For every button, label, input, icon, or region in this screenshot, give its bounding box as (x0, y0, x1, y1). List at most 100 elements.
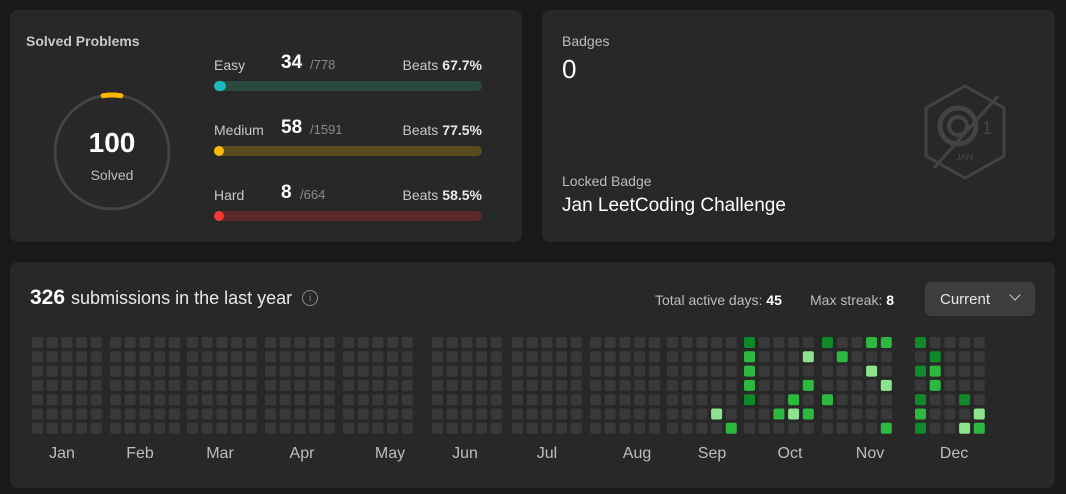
heatmap-cell[interactable] (604, 337, 616, 348)
heatmap-cell[interactable] (231, 379, 243, 391)
heatmap-cell[interactable] (822, 351, 833, 363)
heatmap-cell[interactable] (711, 379, 723, 391)
heatmap-cell[interactable] (387, 351, 399, 363)
period-dropdown[interactable]: Current (925, 282, 1035, 316)
heatmap-cell[interactable] (802, 337, 814, 348)
heatmap-cell[interactable] (667, 365, 678, 377)
heatmap-cell[interactable] (973, 379, 985, 391)
heatmap-cell[interactable] (788, 351, 800, 363)
heatmap-cell[interactable] (590, 422, 601, 434)
heatmap-cell[interactable] (836, 365, 848, 377)
heatmap-cell[interactable] (401, 408, 413, 420)
heatmap-cell[interactable] (279, 394, 291, 406)
heatmap-cell[interactable] (343, 337, 354, 348)
heatmap-cell[interactable] (915, 337, 926, 348)
heatmap-cell[interactable] (822, 379, 833, 391)
heatmap-cell[interactable] (725, 379, 737, 391)
heatmap-cell[interactable] (866, 394, 878, 406)
heatmap-cell[interactable] (76, 408, 88, 420)
jan-badge-icon[interactable]: 1 JAN (920, 82, 1010, 182)
heatmap-cell[interactable] (648, 379, 660, 391)
heatmap-cell[interactable] (648, 394, 660, 406)
heatmap-cell[interactable] (696, 408, 708, 420)
heatmap-cell[interactable] (836, 379, 848, 391)
heatmap-cell[interactable] (309, 337, 321, 348)
heatmap-cell[interactable] (866, 379, 878, 391)
heatmap-cell[interactable] (461, 337, 473, 348)
heatmap-cell[interactable] (139, 408, 151, 420)
heatmap-cell[interactable] (681, 365, 693, 377)
heatmap-cell[interactable] (512, 365, 523, 377)
heatmap-cell[interactable] (915, 365, 926, 377)
heatmap-cell[interactable] (880, 337, 892, 348)
heatmap-cell[interactable] (124, 422, 136, 434)
heatmap-cell[interactable] (446, 379, 458, 391)
heatmap-cell[interactable] (201, 337, 213, 348)
heatmap-cell[interactable] (773, 379, 785, 391)
heatmap-cell[interactable] (744, 351, 755, 363)
heatmap-cell[interactable] (294, 422, 306, 434)
heatmap-cell[interactable] (231, 422, 243, 434)
heatmap-cell[interactable] (944, 394, 956, 406)
heatmap-cell[interactable] (110, 408, 121, 420)
heatmap-cell[interactable] (46, 422, 58, 434)
heatmap-cell[interactable] (32, 379, 43, 391)
heatmap-cell[interactable] (619, 351, 631, 363)
heatmap-cell[interactable] (46, 337, 58, 348)
heatmap-cell[interactable] (168, 408, 180, 420)
heatmap-cell[interactable] (357, 394, 369, 406)
heatmap-cell[interactable] (648, 422, 660, 434)
heatmap-cell[interactable] (758, 422, 770, 434)
heatmap-cell[interactable] (124, 394, 136, 406)
heatmap-cell[interactable] (944, 351, 956, 363)
heatmap-cell[interactable] (696, 365, 708, 377)
heatmap-cell[interactable] (851, 408, 863, 420)
heatmap-cell[interactable] (309, 408, 321, 420)
heatmap-cell[interactable] (387, 365, 399, 377)
heatmap-cell[interactable] (526, 379, 538, 391)
heatmap-cell[interactable] (725, 365, 737, 377)
heatmap-cell[interactable] (372, 394, 384, 406)
heatmap-cell[interactable] (343, 351, 354, 363)
heatmap-cell[interactable] (201, 351, 213, 363)
heatmap-cell[interactable] (711, 365, 723, 377)
heatmap-cell[interactable] (788, 379, 800, 391)
heatmap-cell[interactable] (216, 351, 228, 363)
heatmap-cell[interactable] (446, 365, 458, 377)
heatmap-cell[interactable] (139, 394, 151, 406)
heatmap-cell[interactable] (711, 422, 723, 434)
heatmap-cell[interactable] (201, 408, 213, 420)
heatmap-cell[interactable] (343, 394, 354, 406)
heatmap-cell[interactable] (667, 422, 678, 434)
heatmap-cell[interactable] (788, 365, 800, 377)
heatmap-cell[interactable] (110, 337, 121, 348)
heatmap-cell[interactable] (725, 422, 737, 434)
heatmap-cell[interactable] (973, 422, 985, 434)
heatmap-cell[interactable] (154, 351, 166, 363)
heatmap-cell[interactable] (490, 337, 502, 348)
heatmap-cell[interactable] (880, 351, 892, 363)
heatmap-cell[interactable] (461, 365, 473, 377)
heatmap-cell[interactable] (959, 408, 971, 420)
heatmap-cell[interactable] (61, 337, 73, 348)
heatmap-cell[interactable] (387, 379, 399, 391)
heatmap-cell[interactable] (201, 379, 213, 391)
heatmap-cell[interactable] (61, 351, 73, 363)
heatmap-cell[interactable] (822, 365, 833, 377)
heatmap-cell[interactable] (139, 365, 151, 377)
heatmap-cell[interactable] (744, 379, 755, 391)
heatmap-cell[interactable] (822, 337, 833, 348)
heatmap-cell[interactable] (294, 351, 306, 363)
heatmap-cell[interactable] (880, 422, 892, 434)
heatmap-cell[interactable] (541, 365, 553, 377)
heatmap-cell[interactable] (187, 365, 198, 377)
heatmap-cell[interactable] (725, 337, 737, 348)
heatmap-cell[interactable] (851, 351, 863, 363)
heatmap-cell[interactable] (32, 365, 43, 377)
heatmap-cell[interactable] (648, 365, 660, 377)
heatmap-cell[interactable] (773, 351, 785, 363)
heatmap-cell[interactable] (570, 422, 582, 434)
heatmap-cell[interactable] (681, 337, 693, 348)
heatmap-cell[interactable] (401, 422, 413, 434)
heatmap-cell[interactable] (880, 379, 892, 391)
